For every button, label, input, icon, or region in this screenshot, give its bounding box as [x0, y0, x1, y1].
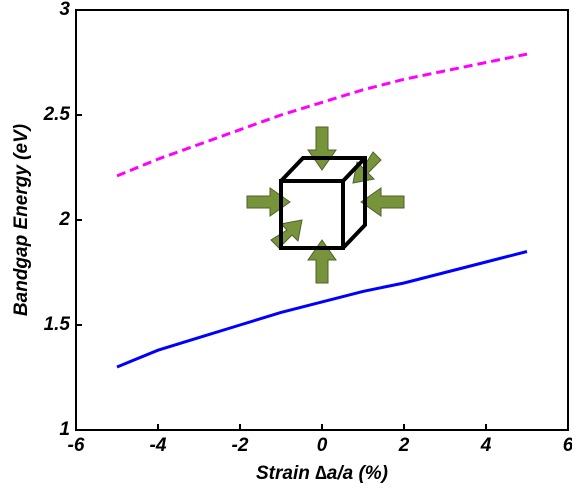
- x-tick-label: 2: [398, 435, 410, 456]
- y-tick-label: 1: [59, 419, 70, 440]
- cube-illustration: [246, 126, 405, 284]
- x-tick-label: 6: [563, 435, 572, 456]
- y-tick-label: 2: [58, 209, 70, 230]
- y-tick-label: 3: [59, 0, 70, 20]
- x-tick-label: 0: [317, 435, 328, 456]
- line-series: [116, 52, 528, 178]
- line-series: [116, 250, 528, 369]
- y-tick-label: 2.5: [43, 104, 71, 125]
- x-axis-label: Strain ∆a/a (%): [256, 463, 388, 484]
- x-tick-label: -4: [150, 435, 167, 456]
- x-tick-label: -2: [232, 435, 249, 456]
- y-axis-label: Bandgap Energy (eV): [11, 124, 32, 316]
- x-tick-label: -6: [68, 435, 85, 456]
- x-tick-label: 4: [480, 435, 492, 456]
- plot-frame: [75, 9, 569, 431]
- y-tick-label: 1.5: [44, 314, 71, 335]
